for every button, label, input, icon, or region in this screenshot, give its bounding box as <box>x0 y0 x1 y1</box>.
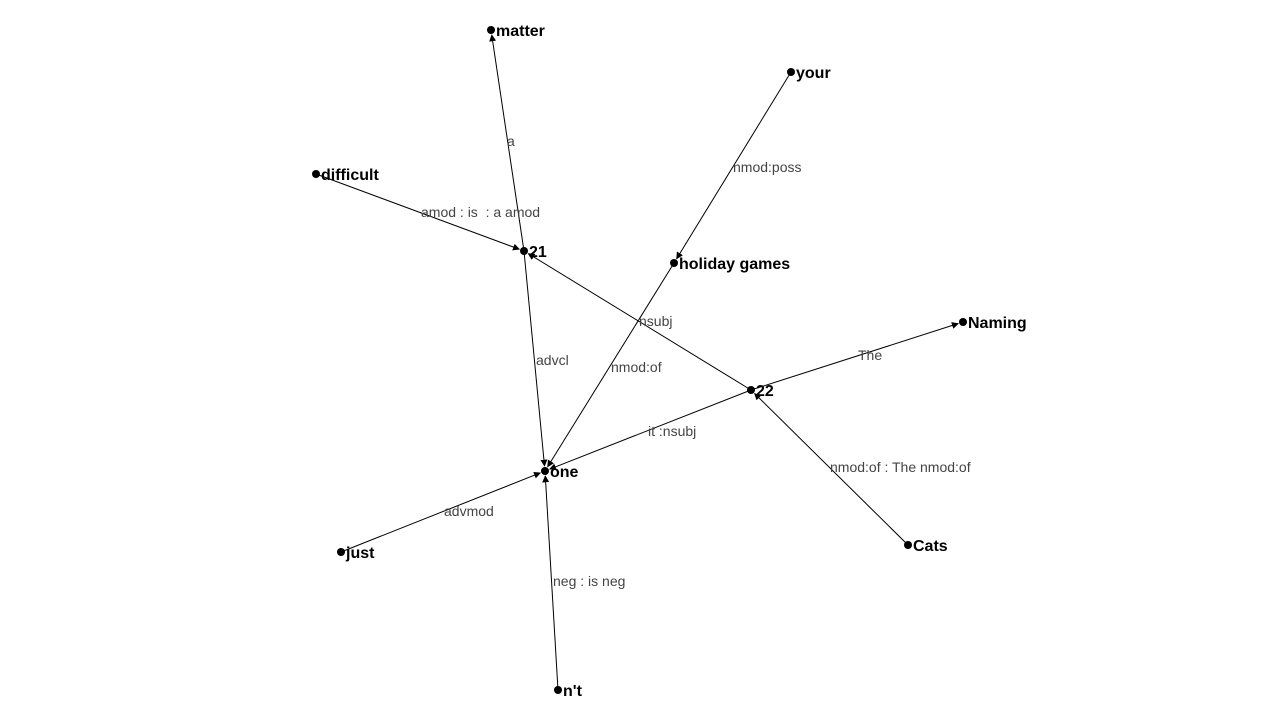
node-dot-cats <box>904 541 912 549</box>
edge-n21-one <box>523 250 548 467</box>
node-dot-holiday <box>670 259 678 267</box>
edges-layer <box>315 34 959 691</box>
node-label-cats: Cats <box>913 538 948 555</box>
edge-label-e11: neg : is neg <box>553 573 625 589</box>
edge-nt-one <box>542 475 559 691</box>
edge-label-e6: nmod:of <box>611 359 662 375</box>
edge-n21-matter <box>489 34 525 252</box>
node-dot-difficult <box>312 170 320 178</box>
edge-cats-n22 <box>754 393 909 546</box>
node-difficult: difficult <box>312 167 379 184</box>
node-label-one: one <box>550 464 579 481</box>
node-dot-n22 <box>747 386 755 394</box>
edge-label-e9: nmod:of : The nmod:of <box>830 459 971 475</box>
node-just: just <box>337 545 375 562</box>
node-matter: matter <box>487 23 545 40</box>
node-dot-just <box>337 548 345 556</box>
node-dot-one <box>541 467 549 475</box>
edge-labels-layer: a amod : is : a amod nmod:poss nsubj advcl nm… <box>421 133 971 589</box>
node-label-n22: 22 <box>756 383 774 400</box>
edge-label-e5: advcl <box>536 352 569 368</box>
node-one: one <box>541 464 579 481</box>
node-dot-naming <box>959 318 967 326</box>
edge-just-one <box>340 471 542 553</box>
edge-label-e7: The <box>858 347 882 363</box>
edge-n22-naming <box>750 322 959 391</box>
node-label-matter: matter <box>496 23 545 40</box>
edge-label-e3: nmod:poss <box>733 159 801 175</box>
node-dot-n21 <box>520 247 528 255</box>
edge-holiday-one <box>547 262 675 468</box>
edge-label-e10: advmod <box>444 503 494 519</box>
node-dot-matter <box>487 26 495 34</box>
edge-label-e1: a <box>507 133 515 149</box>
node-dot-your <box>787 68 795 76</box>
node-your: your <box>787 65 831 82</box>
node-nt: n't <box>554 683 583 700</box>
node-label-holiday: holiday games <box>679 256 790 273</box>
node-naming: Naming <box>959 315 1027 332</box>
node-label-nt: n't <box>563 683 583 700</box>
node-label-naming: Naming <box>968 315 1027 332</box>
node-dot-nt <box>554 686 562 694</box>
node-label-your: your <box>796 65 831 82</box>
edge-difficult-n21 <box>315 173 520 251</box>
edge-label-e2: amod : is : a amod <box>421 204 540 220</box>
edge-n22-one <box>549 389 752 471</box>
node-holiday: holiday games <box>670 256 790 273</box>
edge-your-holiday <box>676 71 792 260</box>
node-cats: Cats <box>904 538 948 555</box>
nodes-layer: matter your difficult 21 holiday games Naming… <box>312 23 1027 700</box>
edge-label-e8: it :nsubj <box>648 423 696 439</box>
node-n22: 22 <box>747 383 774 400</box>
node-n21: 21 <box>520 244 547 261</box>
edge-n22-n21 <box>527 253 752 391</box>
edge-label-e4: nsubj <box>639 313 672 329</box>
node-label-just: just <box>345 545 375 562</box>
node-label-n21: 21 <box>529 244 547 261</box>
node-label-difficult: difficult <box>321 167 379 184</box>
